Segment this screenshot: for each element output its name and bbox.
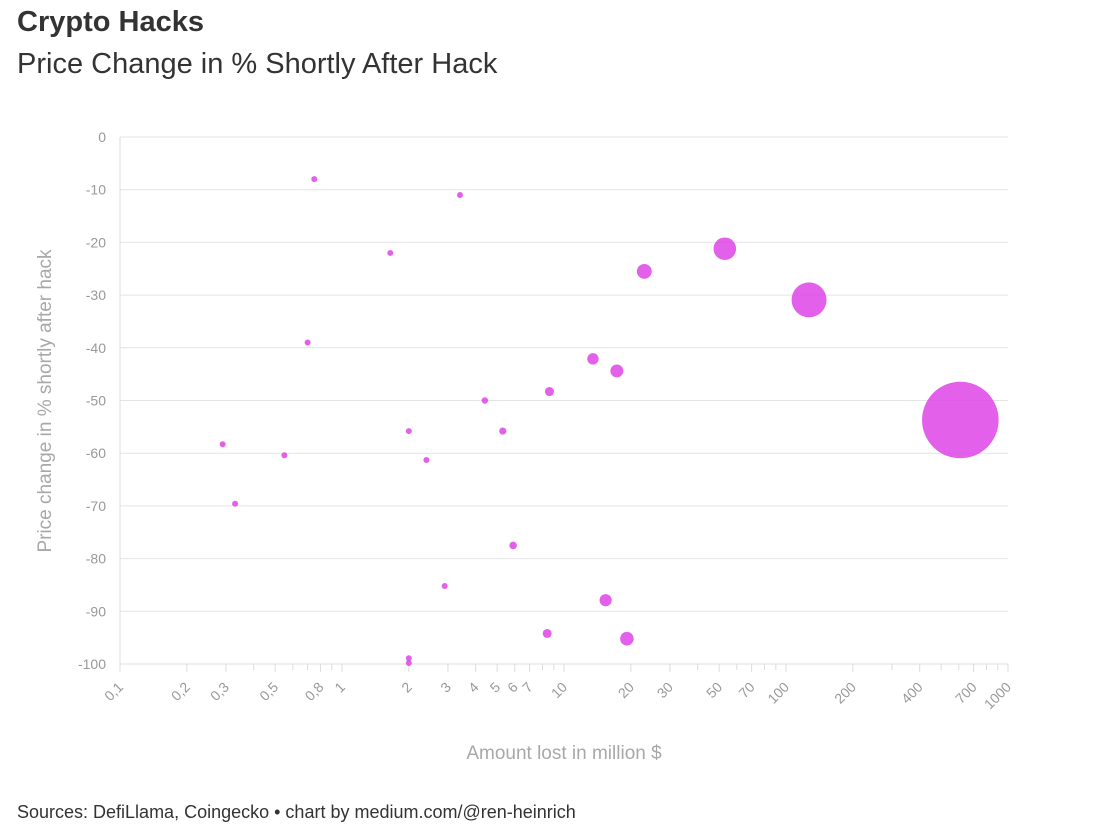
x-tick-label: 7 [519, 679, 536, 696]
data-point [456, 191, 463, 198]
y-axis-label: Price change in % shortly after hack [35, 249, 56, 553]
y-tick-label: -50 [86, 393, 106, 409]
x-tick-label: 4 [465, 679, 482, 696]
data-point [219, 441, 226, 448]
data-point [542, 628, 552, 638]
data-point [232, 500, 239, 507]
y-tick-label: -80 [86, 551, 106, 567]
chart-title: Crypto Hacks [17, 6, 204, 38]
x-tick-label: 20 [615, 679, 637, 701]
y-tick-labels: 0 -10 -20 -30 -40 -50 -60 -70 -80 -90 -100 [78, 129, 106, 672]
x-tick-label: 50 [703, 679, 725, 701]
x-tick-label: 3 [437, 679, 454, 696]
x-tick-label: 10 [548, 679, 570, 701]
axes [119, 137, 1009, 672]
data-point [713, 237, 737, 261]
x-tick-label: 2 [398, 679, 415, 696]
data-point [610, 364, 624, 378]
x-tick-labels: 0,1 0,2 0,3 0,5 0,8 1 2 3 4 5 67 10 20 30 50 70 100 200 40… [101, 679, 1014, 712]
x-tick-label: 0,8 [302, 679, 327, 704]
x-tick-label: 0,2 [168, 679, 193, 704]
y-tick-label: -30 [86, 287, 106, 303]
data-point [405, 655, 412, 662]
data-point [405, 659, 412, 666]
x-tick-label: 400 [898, 679, 926, 707]
x-axis-label: Amount lost in million $ [466, 743, 662, 764]
x-tick-label: 0,1 [101, 679, 126, 704]
y-tick-label: -20 [86, 234, 106, 250]
x-tick-label: 70 [735, 679, 757, 701]
data-point [636, 263, 652, 279]
y-tick-label: -60 [86, 445, 106, 461]
x-tick-label: 30 [654, 679, 676, 701]
y-tick-label: -70 [86, 498, 106, 514]
y-tick-label: -100 [78, 656, 106, 672]
data-point [304, 339, 311, 346]
x-tick-label: 1000 [981, 679, 1014, 712]
data-point [481, 397, 489, 404]
data-point [423, 457, 430, 464]
source-note: Sources: DefiLlama, Coingecko • chart by… [17, 802, 576, 822]
data-point [281, 452, 288, 459]
data-point [791, 282, 827, 318]
x-tick-label: 0,5 [256, 679, 281, 704]
data-point [620, 631, 634, 646]
data-point [387, 249, 394, 256]
x-tick-label: 0,3 [207, 679, 232, 704]
y-tick-label: -90 [86, 603, 106, 619]
data-point [544, 386, 555, 397]
data-point [405, 428, 412, 435]
data-point [441, 583, 448, 590]
x-tick-label: 1 [331, 679, 348, 696]
data-points [219, 176, 999, 666]
y-tick-label: -40 [86, 340, 106, 356]
data-point [499, 427, 507, 435]
data-point [599, 594, 612, 607]
data-point [587, 353, 599, 365]
x-tick-label: 200 [831, 679, 859, 707]
x-tick-label: 5 [486, 679, 503, 696]
data-point [922, 381, 999, 459]
data-point [509, 541, 517, 550]
grid-lines [120, 136, 1008, 665]
chart-subtitle: Price Change in % Shortly After Hack [17, 48, 498, 80]
data-point [311, 176, 318, 183]
y-tick-label: 0 [98, 129, 106, 145]
y-tick-label: -10 [86, 182, 106, 198]
x-tick-label: 6 [504, 679, 521, 696]
x-tick-label: 700 [952, 679, 980, 707]
x-tick-label: 100 [764, 679, 792, 707]
